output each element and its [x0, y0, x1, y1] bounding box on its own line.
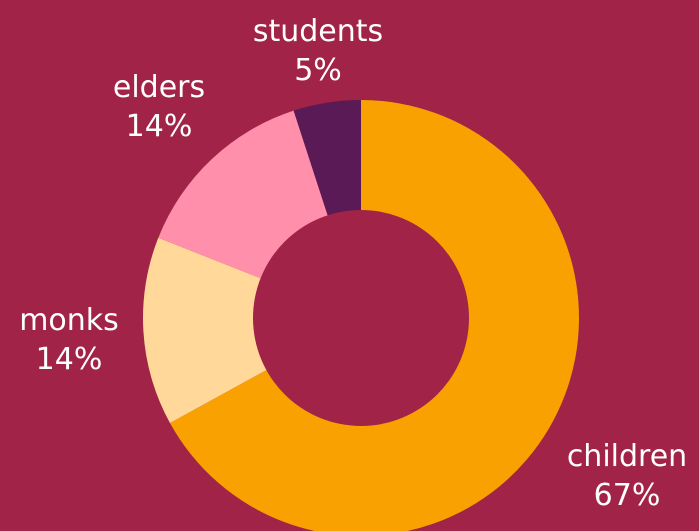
slice-label-monks: monks: [19, 303, 119, 338]
slice-percent-elders: 14%: [126, 109, 193, 144]
slice-label-elders: elders: [113, 70, 205, 105]
slice-percent-children: 67%: [594, 478, 661, 513]
chart-labels: children 67% monks 14% elders 14% students 5%: [19, 14, 687, 513]
slice-label-students: students: [253, 14, 383, 49]
slice-label-children: children: [567, 439, 687, 474]
donut-hole: [253, 210, 469, 426]
slice-percent-monks: 14%: [36, 342, 103, 377]
slice-percent-students: 5%: [294, 53, 342, 88]
slice-monks: [143, 237, 361, 424]
